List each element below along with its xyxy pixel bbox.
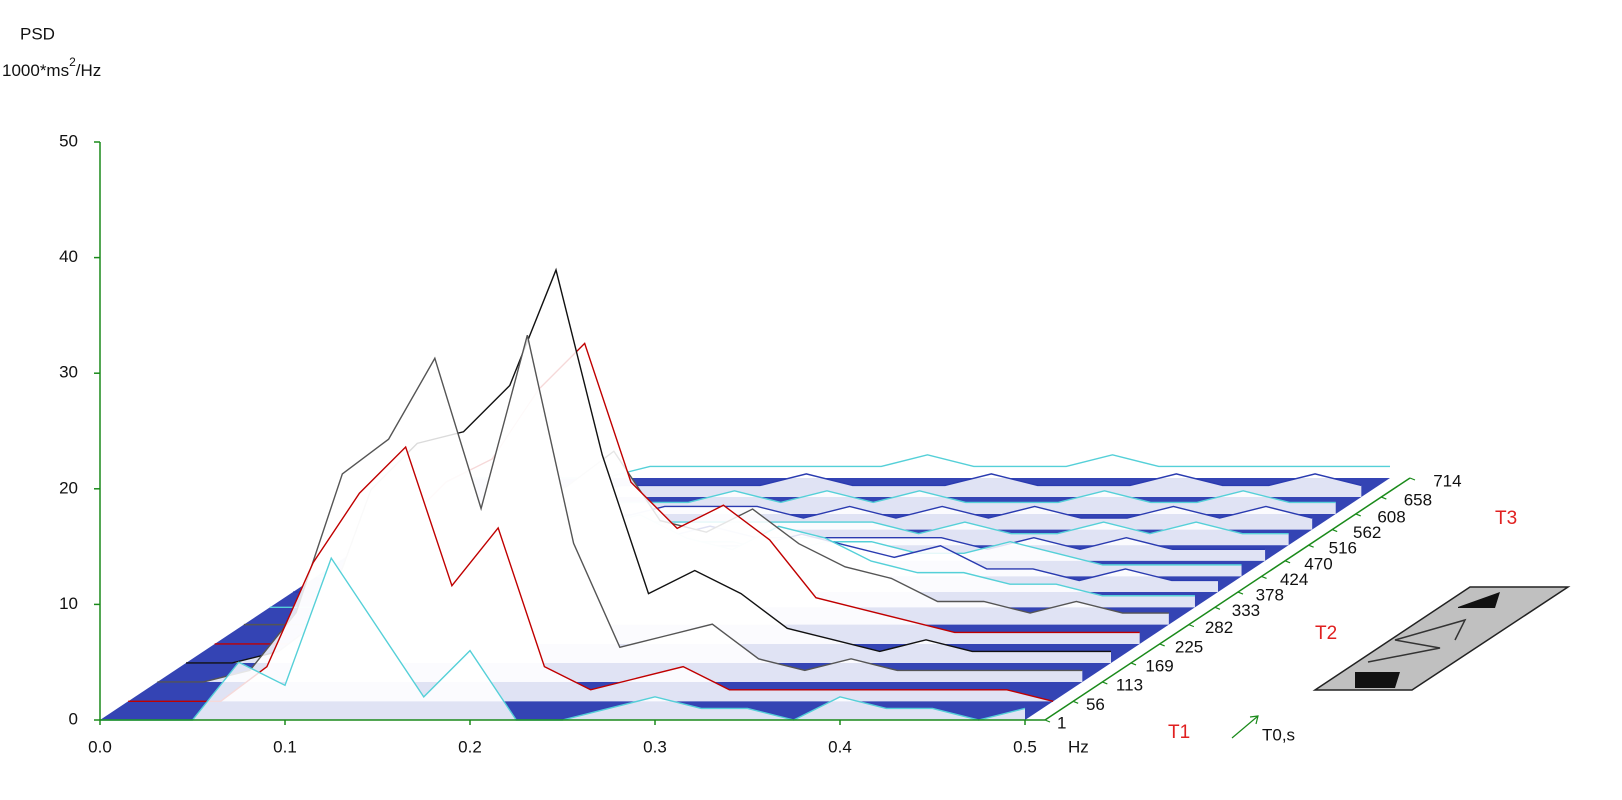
y-tick-label: 40 [59, 247, 78, 266]
spectrum-row [128, 445, 1054, 703]
y-tick-label: 20 [59, 478, 78, 497]
view-icon [1312, 586, 1571, 691]
z-tick-label: 378 [1256, 586, 1284, 605]
z-tick-label: 225 [1175, 637, 1203, 656]
z-arrow [1231, 715, 1259, 739]
z-tick-label: 714 [1433, 471, 1461, 490]
z-tick-label: 424 [1280, 570, 1308, 589]
annotation: T2 [1315, 623, 1337, 644]
x-tick-label: 0.1 [273, 737, 297, 756]
units-base: 1000*ms [2, 61, 69, 80]
y-tick-label: 10 [59, 594, 78, 613]
y-tick-label: 30 [59, 363, 78, 382]
z-tick [1284, 560, 1291, 564]
z-tick [1159, 643, 1165, 647]
z-tick [1214, 606, 1221, 610]
z-tick-label: 608 [1377, 507, 1405, 526]
z-axis [1044, 477, 1411, 721]
z-tick [1261, 575, 1267, 579]
x-tick-label: 0.4 [828, 737, 852, 756]
y-tick-label: 50 [59, 131, 78, 150]
z-tick [1130, 662, 1137, 666]
z-tick-label: 658 [1404, 490, 1432, 509]
z-tick-label: 1 [1057, 713, 1066, 732]
units-rest: /Hz [76, 61, 102, 80]
y-label: PSD [20, 24, 55, 43]
z-tick [1237, 591, 1244, 595]
z-tick [1072, 700, 1079, 704]
x-tick-label: 0.0 [88, 737, 112, 756]
z-tick-label: 562 [1353, 523, 1381, 542]
z-tick [1331, 529, 1338, 533]
z-tick-label: 282 [1205, 618, 1233, 637]
annotation: T3 [1495, 508, 1517, 529]
axes: 0 10 20 30 40 50 0.0 0.1 0.2 0.3 0.4 0.5 1 56 11316922… [59, 131, 1517, 756]
icon-arrow [1458, 592, 1500, 608]
icon-path [1367, 618, 1467, 663]
z-tick [1409, 477, 1416, 481]
y-tick-label: 0 [69, 709, 78, 728]
z-tick [1188, 624, 1195, 628]
z-tick [1308, 544, 1314, 548]
z-tick-label: 113 [1116, 675, 1143, 694]
icon-plate [1312, 586, 1571, 691]
row-fill [465, 454, 1390, 478]
z-tick [1355, 513, 1361, 517]
x-label: Hz [1068, 737, 1089, 756]
x-tick-label: 0.5 [1013, 737, 1037, 756]
z-label: T0,s [1262, 725, 1295, 744]
annotation: T1 [1168, 722, 1190, 743]
z-arrow-head [1249, 715, 1259, 725]
z-tick [1381, 496, 1387, 500]
z-tick-label: 333 [1232, 601, 1260, 620]
row-fill [100, 558, 1025, 720]
z-tick-label: 470 [1304, 554, 1332, 573]
surface [100, 267, 1390, 721]
icon-arrow [1355, 672, 1400, 688]
x-tick-label: 0.2 [458, 737, 482, 756]
z-tick-label: 516 [1329, 539, 1357, 558]
units: 1000*ms2/Hz [2, 55, 101, 80]
z-tick [1102, 681, 1108, 685]
units-sup: 2 [69, 55, 76, 69]
x-tick-label: 0.3 [643, 737, 667, 756]
z-tick [1044, 719, 1051, 723]
z-tick-label: 169 [1145, 656, 1173, 675]
z-tick-label: 56 [1086, 695, 1105, 714]
